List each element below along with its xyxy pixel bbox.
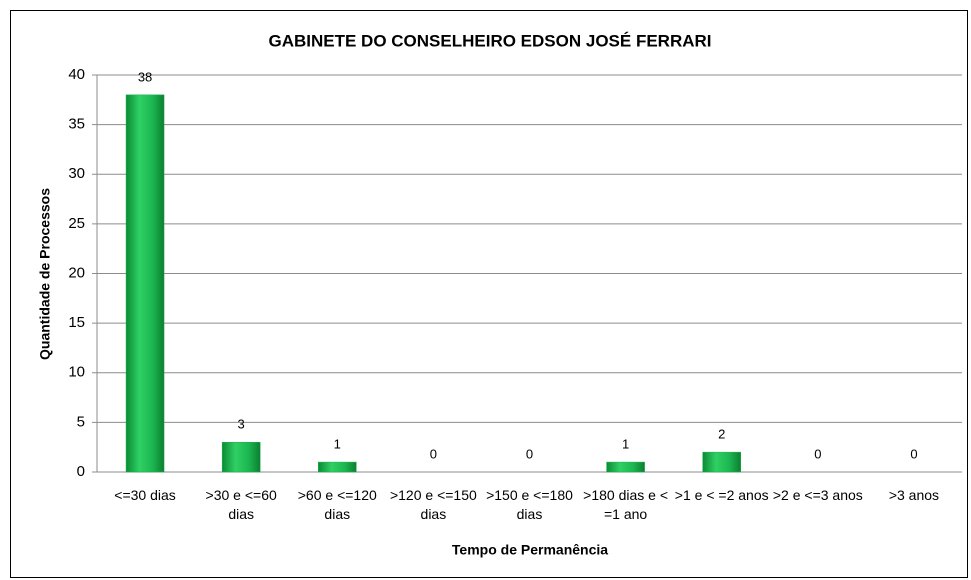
bar (606, 461, 645, 473)
y-tick-label: 20 (68, 264, 85, 281)
chart-title: GABINETE DO CONSELHEIRO EDSON JOSÉ FERRA… (269, 31, 712, 50)
y-tick-label: 10 (68, 364, 85, 381)
bar (702, 451, 741, 473)
bar (318, 461, 357, 473)
x-tick-label: >1 e < =2 anos (674, 487, 769, 503)
bar (221, 441, 261, 473)
x-tick-label: >60 e <=120 dias (297, 487, 377, 522)
x-tick-label: <=30 dias (114, 487, 176, 503)
x-axis-title: Tempo de Permanência (452, 542, 608, 558)
data-label: 0 (430, 446, 437, 461)
data-label: 0 (910, 446, 917, 461)
x-tick-label: >150 e <=180 dias (486, 487, 573, 522)
y-tick-label: 25 (68, 215, 85, 232)
data-label: 0 (526, 446, 533, 461)
x-tick-label: >2 e <=3 anos (772, 487, 863, 503)
y-tick-label: 5 (77, 413, 85, 430)
x-tick-label: >180 dias e < =1 ano (583, 487, 669, 522)
y-tick-label: 15 (68, 314, 85, 331)
data-label: 2 (718, 427, 725, 442)
data-label: 1 (334, 437, 341, 452)
y-tick-label: 40 (68, 66, 85, 83)
bar (125, 94, 165, 473)
x-tick-label: >120 e <=150 dias (389, 487, 477, 522)
data-label: 1 (622, 437, 629, 452)
y-tick-label: 30 (68, 165, 85, 182)
y-tick-label: 35 (68, 116, 85, 133)
y-axis-title: Quantidade de Processos (37, 188, 53, 360)
x-tick-label: >3 anos (888, 487, 940, 503)
data-label: 38 (138, 69, 152, 84)
x-tick-label: >30 e <=60 dias (205, 487, 277, 522)
chart-border (10, 10, 968, 578)
data-label: 0 (814, 446, 821, 461)
y-tick-label: 0 (77, 463, 85, 480)
data-label: 3 (238, 417, 245, 432)
